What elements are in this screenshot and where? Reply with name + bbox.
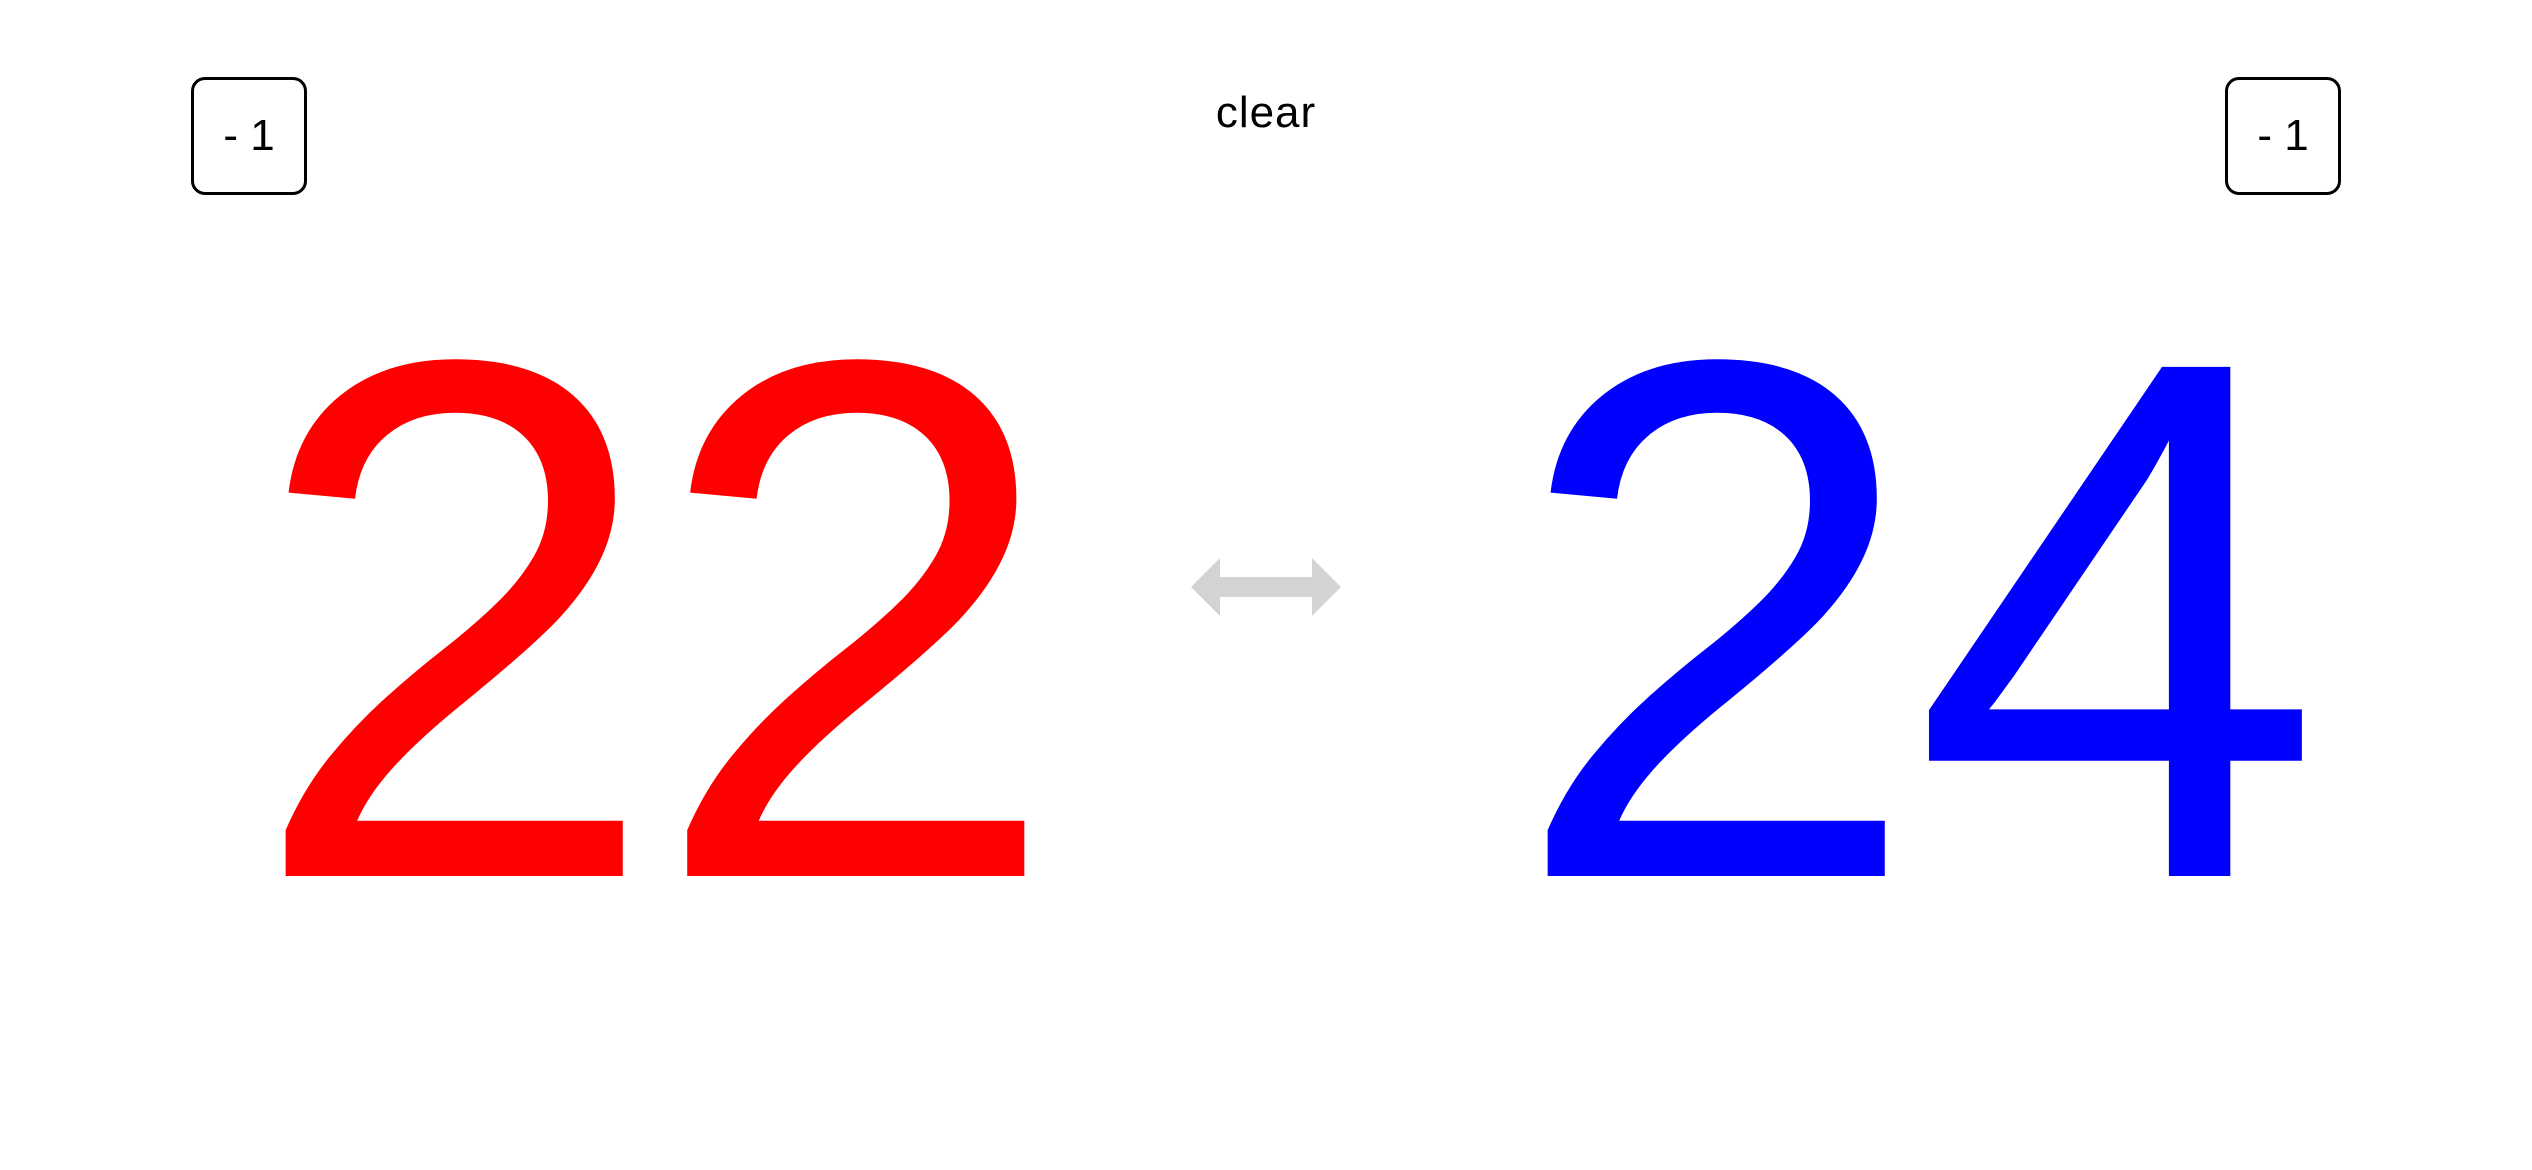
swap-arrows-icon[interactable] bbox=[1191, 555, 1341, 619]
left-score[interactable]: 22 bbox=[248, 206, 1061, 1033]
right-score[interactable]: 24 bbox=[1510, 206, 2323, 1033]
right-decrement-button[interactable]: - 1 bbox=[2225, 77, 2341, 195]
left-decrement-button[interactable]: - 1 bbox=[191, 77, 307, 195]
clear-button[interactable]: clear bbox=[1215, 88, 1317, 137]
